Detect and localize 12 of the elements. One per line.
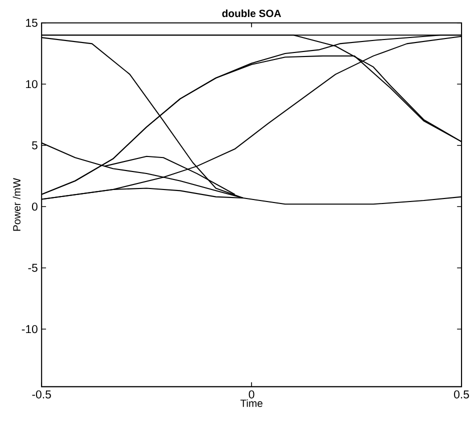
y-axis-title: Power /mW <box>12 178 20 231</box>
chart-title: double SOA <box>222 9 282 18</box>
x-axis-title: Time <box>240 399 262 407</box>
x-tick-label: 0.5 <box>454 390 469 398</box>
y-tick-label: -5 <box>28 264 38 272</box>
y-tick-label: -10 <box>22 324 38 334</box>
y-tick-label: 15 <box>26 18 38 27</box>
x-tick-label: -0.5 <box>32 390 51 398</box>
y-tick-label: 10 <box>26 80 38 88</box>
x-tick-label: 0 <box>248 390 254 398</box>
y-tick-label: 0 <box>32 202 38 211</box>
y-tick-label: 5 <box>32 141 38 150</box>
